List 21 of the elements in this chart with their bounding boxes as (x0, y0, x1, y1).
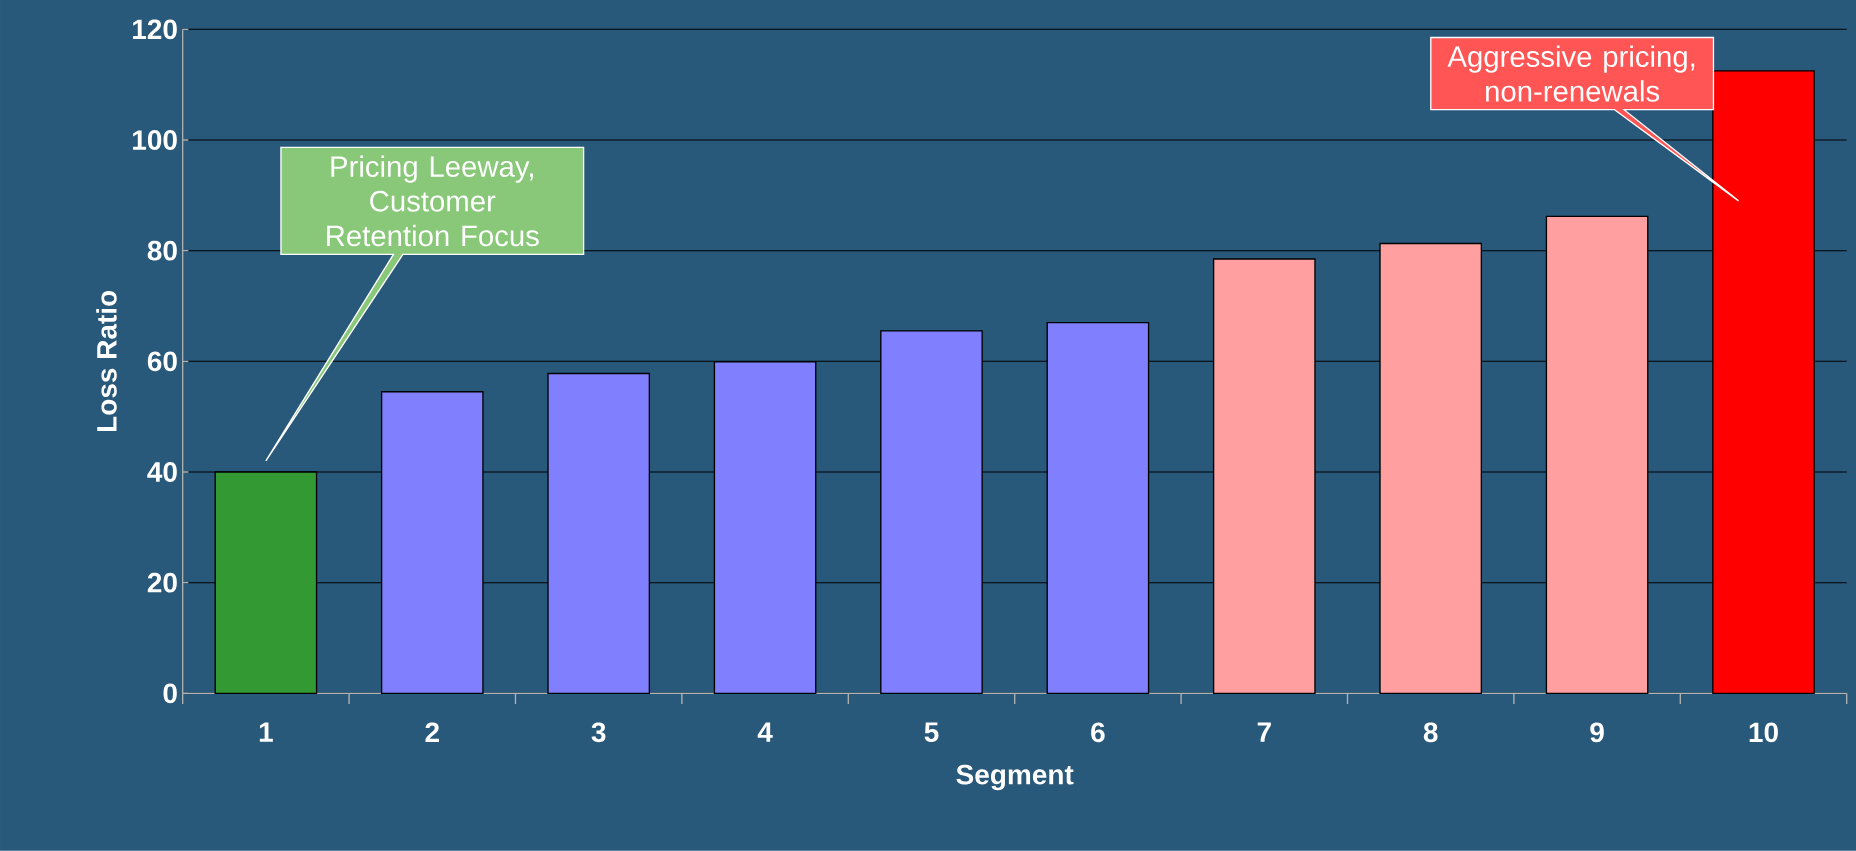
annotation: Aggressive pricing, non-renewals (1447, 45, 1695, 102)
x-tick-label: 4 (757, 722, 773, 742)
y-tick-label: 0 (163, 683, 177, 704)
y-tick-label: 100 (133, 130, 177, 151)
x-tick-label: 6 (1091, 722, 1105, 743)
y-tick-label: 60 (147, 351, 177, 372)
x-axis-title: Segment (956, 764, 1074, 791)
x-tick-label: 5 (924, 722, 939, 743)
x-tick-label: 2 (425, 722, 439, 743)
annotation: Pricing Leeway, Customer Retention Focus (327, 155, 539, 247)
y-tick-label: 120 (133, 19, 177, 40)
y-tick-label: 40 (147, 462, 177, 483)
x-tick-label: 8 (1423, 722, 1438, 743)
y-tick-label: 80 (147, 240, 177, 261)
x-tick-label: 7 (1257, 722, 1271, 742)
y-tick-label: 20 (147, 572, 177, 593)
y-axis-title: Loss Ratio (96, 291, 117, 432)
x-tick-label: 10 (1749, 722, 1778, 743)
x-tick-label: 1 (259, 722, 273, 742)
x-tick-label: 3 (591, 722, 606, 743)
x-tick-label: 9 (1590, 722, 1604, 743)
